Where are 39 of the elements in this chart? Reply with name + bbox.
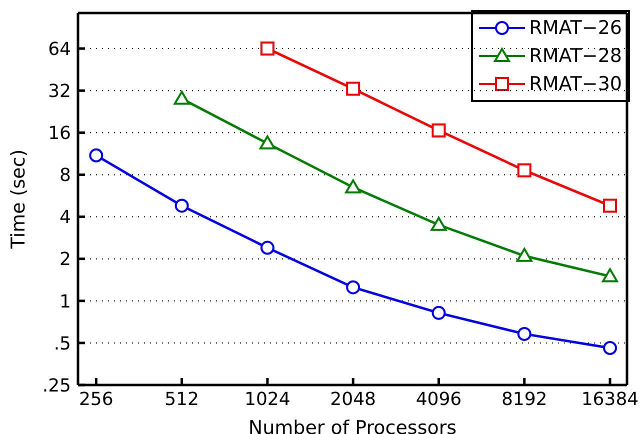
point <box>432 306 446 320</box>
x-tick-label: 4096 <box>416 388 462 410</box>
y-tick-label: 16 <box>48 123 71 144</box>
y-tick-label: 2 <box>60 249 71 270</box>
point <box>603 198 618 213</box>
x-tick-label: 1024 <box>244 388 290 410</box>
point <box>603 341 618 356</box>
y-tick-label: 4 <box>60 207 71 228</box>
point <box>430 216 447 231</box>
point <box>346 82 360 96</box>
x-tick-label: 512 <box>164 388 199 410</box>
y-tick-label: 8 <box>60 165 71 186</box>
point <box>174 198 189 213</box>
point <box>516 248 532 262</box>
point <box>346 280 360 294</box>
x-tick-label: 8192 <box>501 388 548 410</box>
y-tick-label: .25 <box>42 375 71 396</box>
point <box>260 42 274 56</box>
y-tick-label: 64 <box>48 38 71 60</box>
y-axis-title: Time (sec) <box>8 149 30 250</box>
y-tick-label: .5 <box>54 333 71 354</box>
point <box>517 163 532 178</box>
legend-label: RMAT−26 <box>529 17 622 39</box>
point <box>89 148 104 162</box>
y-tick-label: 1 <box>60 291 71 312</box>
x-tick-label: 256 <box>78 388 114 410</box>
x-tick-label: 16384 <box>581 388 639 410</box>
x-tick-label: 2048 <box>330 388 376 410</box>
point <box>259 135 276 150</box>
point <box>345 179 362 194</box>
x-axis-title: Number of Processors <box>248 417 457 434</box>
point <box>602 268 618 282</box>
legend-label: RMAT−28 <box>529 45 622 67</box>
point <box>432 123 446 138</box>
legend-label: RMAT−30 <box>529 73 622 95</box>
point <box>174 90 190 105</box>
y-tick-label: 32 <box>48 81 71 102</box>
point <box>517 326 532 341</box>
point <box>260 240 274 255</box>
